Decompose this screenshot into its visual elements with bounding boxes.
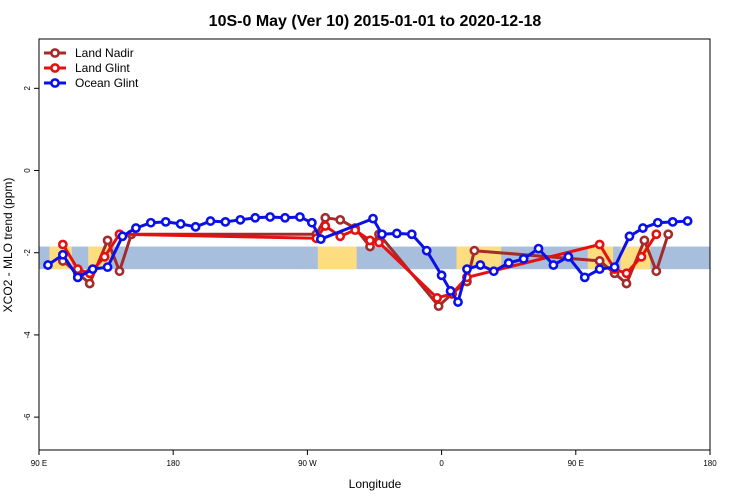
y-axis: 2 0 -2 -4 -6 xyxy=(23,86,39,421)
x-tick-label-5: 180 xyxy=(703,459,717,468)
series-1-point-18 xyxy=(651,229,662,240)
y-tick-label-4: -6 xyxy=(23,413,32,421)
series-1-point-11 xyxy=(432,293,443,303)
land-segment-2 xyxy=(317,246,357,270)
series-0-point-18 xyxy=(621,278,632,289)
series-2-point-0 xyxy=(43,260,53,270)
series-2-point-11 xyxy=(205,216,216,226)
series-0-point-2 xyxy=(84,278,95,289)
x-tick-label-2: 90 W xyxy=(298,459,317,468)
series-0-point-4 xyxy=(114,266,125,277)
series-2-point-6 xyxy=(131,223,141,233)
series-0-point-16 xyxy=(594,256,605,266)
series-2-point-10 xyxy=(190,221,201,232)
series-2-point-41 xyxy=(652,217,663,228)
series-0-point-8 xyxy=(335,214,346,225)
series-2-point-40 xyxy=(638,223,648,233)
legend-marker-1 xyxy=(50,63,60,73)
series-2-point-12 xyxy=(220,216,231,227)
series-2-point-22 xyxy=(391,228,402,239)
y-tick-label-1: 0 xyxy=(23,168,32,173)
series-0-point-3 xyxy=(102,235,113,246)
chart-title: 10S-0 May (Ver 10) 2015-01-01 to 2020-12… xyxy=(209,13,542,30)
series-1-point-3 xyxy=(99,251,110,262)
series-1-point-9 xyxy=(365,235,375,246)
series-2-point-3 xyxy=(87,264,98,275)
series-2 xyxy=(43,212,693,307)
series-0-point-15 xyxy=(469,245,480,256)
legend-marker-2 xyxy=(50,78,60,88)
series-2-point-5 xyxy=(117,231,128,242)
plot-frame xyxy=(38,38,711,451)
series-0-point-7 xyxy=(320,212,331,223)
x-axis-label: Longitude xyxy=(349,477,402,491)
series-2-point-35 xyxy=(563,251,574,262)
series-2-point-30 xyxy=(488,266,499,277)
series-2-point-37 xyxy=(594,264,605,275)
series-2-point-8 xyxy=(160,216,171,227)
series-0-point-19 xyxy=(639,235,650,246)
legend-label-2: Ocean Glint xyxy=(75,76,139,90)
y-tick-label-3: -4 xyxy=(23,331,32,339)
series-2-point-18 xyxy=(306,217,317,228)
legend-marker-0 xyxy=(50,48,60,58)
series-2-point-28 xyxy=(462,264,472,275)
x-tick-label-0: 90 E xyxy=(31,459,47,468)
y-tick-label-2: -2 xyxy=(23,249,32,257)
legend-label-0: Land Nadir xyxy=(75,46,134,60)
series-2-point-43 xyxy=(682,216,693,226)
series-1-point-6 xyxy=(320,221,331,231)
x-tick-label-1: 180 xyxy=(167,459,181,468)
series-2-point-24 xyxy=(421,245,432,256)
series-0-point-20 xyxy=(651,266,662,277)
series-2-point-27 xyxy=(453,297,463,307)
series-2-point-20 xyxy=(368,213,378,224)
series-layer xyxy=(43,212,693,312)
series-1-point-0 xyxy=(57,239,68,250)
series-2-point-9 xyxy=(175,219,186,229)
series-2-point-31 xyxy=(503,258,514,268)
series-1-point-14 xyxy=(594,239,605,250)
series-2-point-23 xyxy=(406,229,417,240)
series-2-point-1 xyxy=(57,249,68,260)
series-2-point-25 xyxy=(436,270,447,281)
x-tick-label-4: 90 E xyxy=(568,459,584,468)
series-1-point-16 xyxy=(621,268,632,279)
series-0-point-12 xyxy=(433,301,444,312)
series-2-point-39 xyxy=(624,231,635,242)
x-tick-label-3: 0 xyxy=(439,459,444,468)
series-2-point-21 xyxy=(377,229,387,240)
series-2-point-15 xyxy=(265,212,276,222)
y-tick-label-0: 2 xyxy=(23,86,32,91)
series-2-point-17 xyxy=(295,212,305,222)
series-2-point-19 xyxy=(315,234,326,245)
series-2-point-7 xyxy=(145,217,156,228)
series-2-point-36 xyxy=(579,272,590,283)
legend-label-1: Land Glint xyxy=(75,61,130,75)
series-2-point-16 xyxy=(280,212,290,223)
series-1-point-17 xyxy=(636,251,647,262)
series-2-point-4 xyxy=(102,262,113,273)
series-2-point-38 xyxy=(609,262,620,273)
series-2-point-26 xyxy=(445,286,456,296)
series-2-point-32 xyxy=(518,253,529,264)
series-2-point-34 xyxy=(548,260,559,270)
series-2-point-33 xyxy=(533,243,544,254)
series-0-point-21 xyxy=(663,229,674,240)
series-2-point-14 xyxy=(250,212,261,223)
y-axis-label: XCO2 - MLO trend (ppm) xyxy=(1,178,15,313)
x-axis: 90 E 180 90 W 0 90 E 180 xyxy=(31,450,717,468)
series-2-point-13 xyxy=(235,214,246,225)
series-2-point-42 xyxy=(667,216,678,227)
series-2-point-2 xyxy=(72,272,83,283)
series-1-point-10 xyxy=(374,237,384,248)
series-2-point-29 xyxy=(475,260,486,270)
